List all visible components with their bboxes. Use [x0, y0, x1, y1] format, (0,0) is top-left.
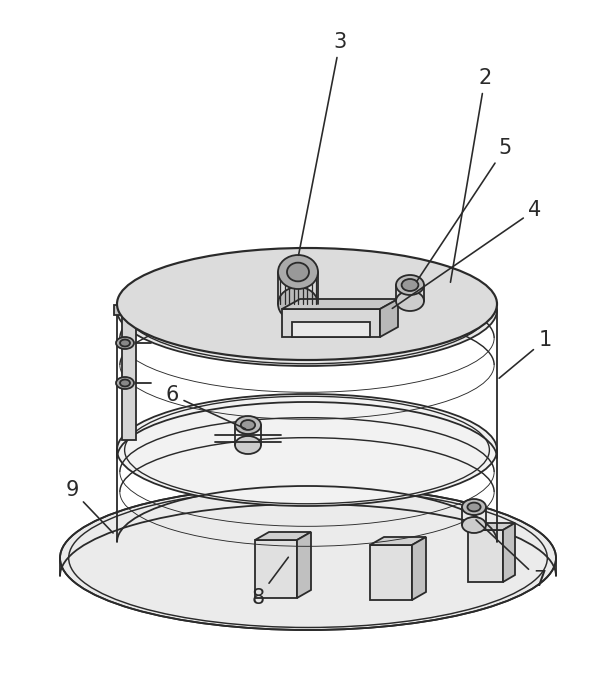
Ellipse shape: [116, 337, 134, 349]
Text: 7: 7: [476, 520, 546, 590]
Ellipse shape: [402, 279, 418, 291]
Ellipse shape: [120, 339, 130, 347]
Text: 3: 3: [299, 32, 347, 255]
Text: 2: 2: [450, 68, 492, 282]
Polygon shape: [503, 523, 515, 582]
Text: 5: 5: [416, 138, 512, 282]
Ellipse shape: [462, 517, 486, 533]
Ellipse shape: [120, 380, 130, 386]
Polygon shape: [122, 315, 136, 440]
Ellipse shape: [278, 255, 318, 289]
Ellipse shape: [396, 275, 424, 295]
Text: 4: 4: [392, 200, 541, 308]
Ellipse shape: [241, 420, 255, 430]
Text: 9: 9: [65, 480, 113, 533]
Polygon shape: [114, 305, 144, 315]
Polygon shape: [282, 299, 398, 309]
Polygon shape: [255, 540, 297, 598]
Polygon shape: [292, 322, 370, 337]
Ellipse shape: [116, 377, 134, 389]
Ellipse shape: [235, 416, 261, 434]
Polygon shape: [370, 545, 412, 600]
Text: 8: 8: [251, 557, 288, 608]
Ellipse shape: [60, 486, 556, 630]
Ellipse shape: [462, 499, 486, 515]
Polygon shape: [468, 530, 503, 582]
Ellipse shape: [396, 291, 424, 311]
Polygon shape: [468, 523, 515, 530]
Polygon shape: [255, 532, 311, 540]
Polygon shape: [297, 532, 311, 598]
Ellipse shape: [468, 503, 480, 511]
Polygon shape: [412, 537, 426, 600]
Polygon shape: [370, 537, 426, 545]
Ellipse shape: [117, 254, 497, 366]
Text: 1: 1: [499, 330, 551, 378]
Ellipse shape: [287, 262, 309, 281]
Ellipse shape: [235, 436, 261, 454]
Text: 6: 6: [165, 385, 246, 429]
Ellipse shape: [117, 394, 497, 506]
Ellipse shape: [278, 287, 318, 321]
Polygon shape: [282, 309, 380, 337]
Polygon shape: [380, 299, 398, 337]
Ellipse shape: [117, 248, 497, 360]
